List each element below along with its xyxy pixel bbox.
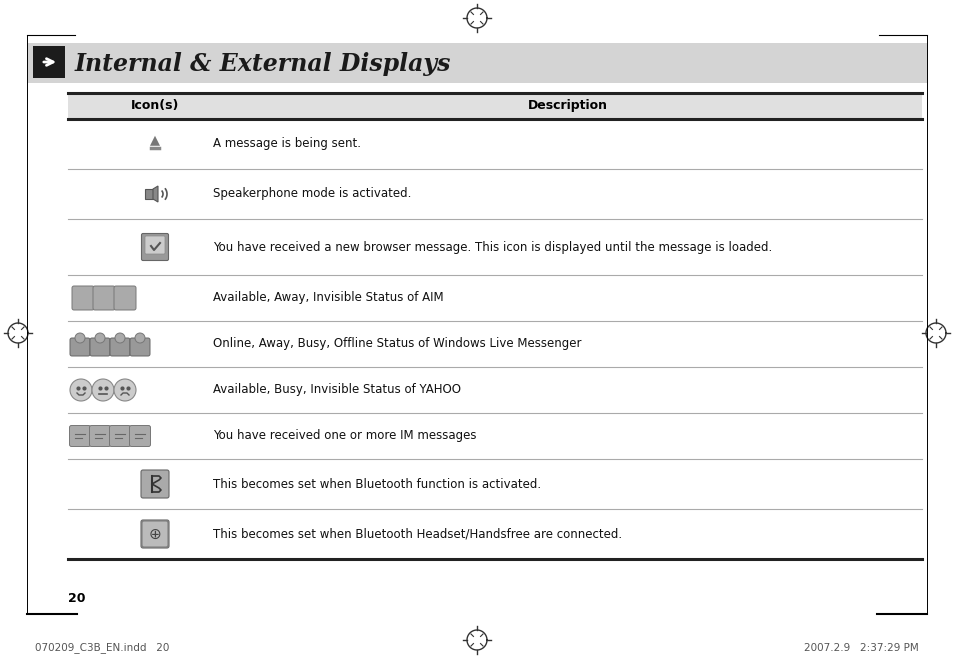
Text: 20: 20 bbox=[68, 592, 86, 605]
Circle shape bbox=[115, 333, 125, 343]
Circle shape bbox=[113, 379, 136, 401]
FancyBboxPatch shape bbox=[71, 286, 94, 310]
FancyBboxPatch shape bbox=[141, 470, 169, 498]
FancyBboxPatch shape bbox=[110, 426, 131, 446]
Text: ⊕: ⊕ bbox=[149, 527, 161, 541]
Text: 2007.2.9   2:37:29 PM: 2007.2.9 2:37:29 PM bbox=[803, 643, 918, 653]
FancyBboxPatch shape bbox=[110, 338, 130, 356]
FancyBboxPatch shape bbox=[145, 189, 152, 199]
FancyBboxPatch shape bbox=[92, 286, 115, 310]
Circle shape bbox=[95, 333, 105, 343]
Text: This becomes set when Bluetooth Headset/Handsfree are connected.: This becomes set when Bluetooth Headset/… bbox=[213, 527, 621, 541]
Circle shape bbox=[135, 333, 145, 343]
Bar bbox=[27, 43, 926, 83]
Text: You have received a new browser message. This icon is displayed until the messag: You have received a new browser message.… bbox=[213, 241, 771, 253]
FancyBboxPatch shape bbox=[113, 286, 136, 310]
Text: Online, Away, Busy, Offline Status of Windows Live Messenger: Online, Away, Busy, Offline Status of Wi… bbox=[213, 338, 581, 350]
Text: 070209_C3B_EN.indd   20: 070209_C3B_EN.indd 20 bbox=[35, 642, 170, 654]
FancyBboxPatch shape bbox=[141, 520, 169, 548]
FancyBboxPatch shape bbox=[70, 338, 90, 356]
Circle shape bbox=[91, 379, 113, 401]
FancyBboxPatch shape bbox=[130, 426, 151, 446]
Text: A message is being sent.: A message is being sent. bbox=[213, 138, 360, 150]
Text: You have received one or more IM messages: You have received one or more IM message… bbox=[213, 430, 476, 442]
Text: Internal & External Displays: Internal & External Displays bbox=[75, 52, 451, 76]
FancyBboxPatch shape bbox=[145, 236, 165, 254]
FancyBboxPatch shape bbox=[90, 426, 111, 446]
Text: This becomes set when Bluetooth function is activated.: This becomes set when Bluetooth function… bbox=[213, 477, 540, 491]
Text: Icon(s): Icon(s) bbox=[131, 100, 179, 112]
FancyBboxPatch shape bbox=[130, 338, 150, 356]
Text: Speakerphone mode is activated.: Speakerphone mode is activated. bbox=[213, 188, 411, 201]
Polygon shape bbox=[152, 186, 158, 202]
FancyBboxPatch shape bbox=[141, 233, 169, 261]
Circle shape bbox=[70, 379, 91, 401]
Bar bbox=[33, 46, 65, 78]
Text: Available, Busy, Invisible Status of YAHOO: Available, Busy, Invisible Status of YAH… bbox=[213, 384, 460, 396]
Text: Available, Away, Invisible Status of AIM: Available, Away, Invisible Status of AIM bbox=[213, 291, 443, 305]
Bar bbox=[68, 93, 921, 119]
Text: Description: Description bbox=[527, 100, 607, 112]
FancyBboxPatch shape bbox=[70, 426, 91, 446]
FancyBboxPatch shape bbox=[142, 521, 168, 547]
FancyBboxPatch shape bbox=[90, 338, 110, 356]
Circle shape bbox=[75, 333, 85, 343]
